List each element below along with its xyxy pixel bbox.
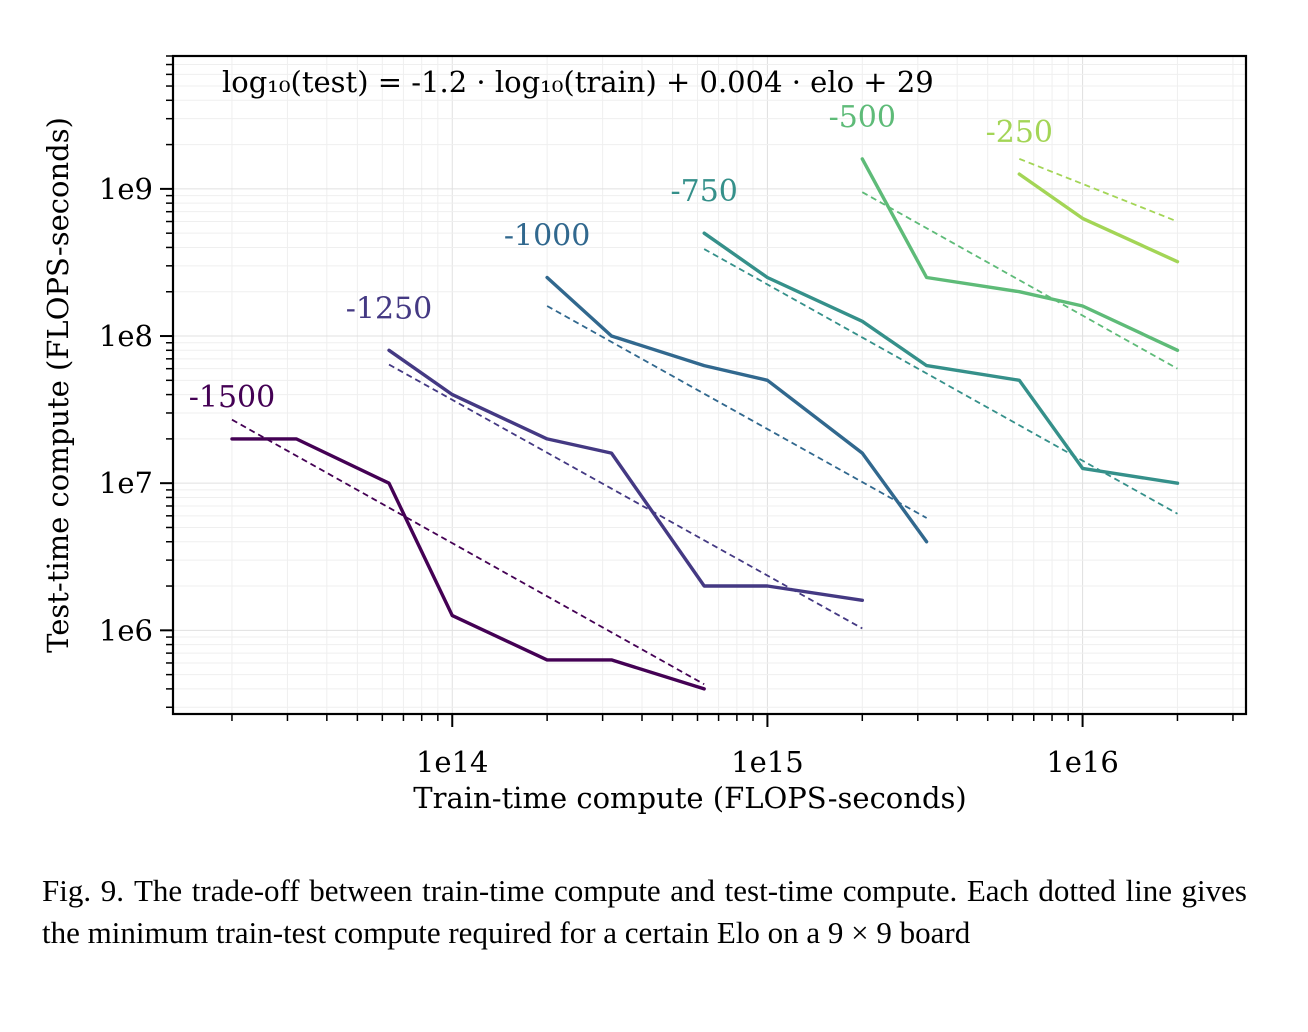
caption-label: Fig. 9. xyxy=(42,873,124,908)
fit-line xyxy=(1019,158,1178,223)
equation-annotation: log₁₀(test) = -1.2 · log₁₀(train) + 0.00… xyxy=(222,65,934,99)
y-tick-label: 1e6 xyxy=(99,613,153,647)
fit-line xyxy=(231,418,705,686)
series-line xyxy=(545,275,929,544)
x-tick-label: 1e14 xyxy=(416,745,489,779)
y-tick-label: 1e7 xyxy=(99,466,153,500)
series-line xyxy=(387,348,864,602)
data-lines xyxy=(230,157,1180,691)
axis-ticks: 1e14 1e15 1e16 1e6 1e7 1e8 1e9 xyxy=(99,55,1234,779)
series-label: -1000 xyxy=(504,218,590,253)
series-labels: -1500 -1250 -1000 -750 -500 -250 xyxy=(189,100,1053,415)
series-label: -1250 xyxy=(346,291,432,326)
chart-grid xyxy=(173,55,1246,714)
plot-frame xyxy=(171,54,1248,716)
series-label: -750 xyxy=(670,174,737,209)
figure-caption: Fig. 9. The trade-off between train-time … xyxy=(42,870,1247,954)
x-axis-label: Train-time compute (FLOPS-seconds) xyxy=(413,781,966,815)
y-tick-label: 1e8 xyxy=(99,319,153,353)
fit-line xyxy=(703,248,1178,515)
caption-text: The trade-off between train-time compute… xyxy=(42,873,1247,950)
fit-lines xyxy=(231,158,1178,686)
fit-line xyxy=(861,191,1178,370)
series-line xyxy=(1017,172,1180,264)
series-line xyxy=(702,231,1180,485)
y-tick-label: 1e9 xyxy=(99,172,153,206)
y-axis-label: Test-time compute (FLOPS-seconds) xyxy=(41,117,75,653)
chart-figure: -1500 -1250 -1000 -750 -500 -250 1e14 1e15 1e16… xyxy=(41,54,1248,815)
x-tick-label: 1e15 xyxy=(731,745,804,779)
series-label: -250 xyxy=(986,115,1053,150)
fit-line xyxy=(546,305,928,519)
series-label: -1500 xyxy=(189,380,275,415)
series-line xyxy=(860,157,1180,352)
series-line xyxy=(230,437,706,691)
fit-line xyxy=(388,363,863,630)
series-label: -500 xyxy=(829,100,896,135)
x-tick-label: 1e16 xyxy=(1046,745,1119,779)
